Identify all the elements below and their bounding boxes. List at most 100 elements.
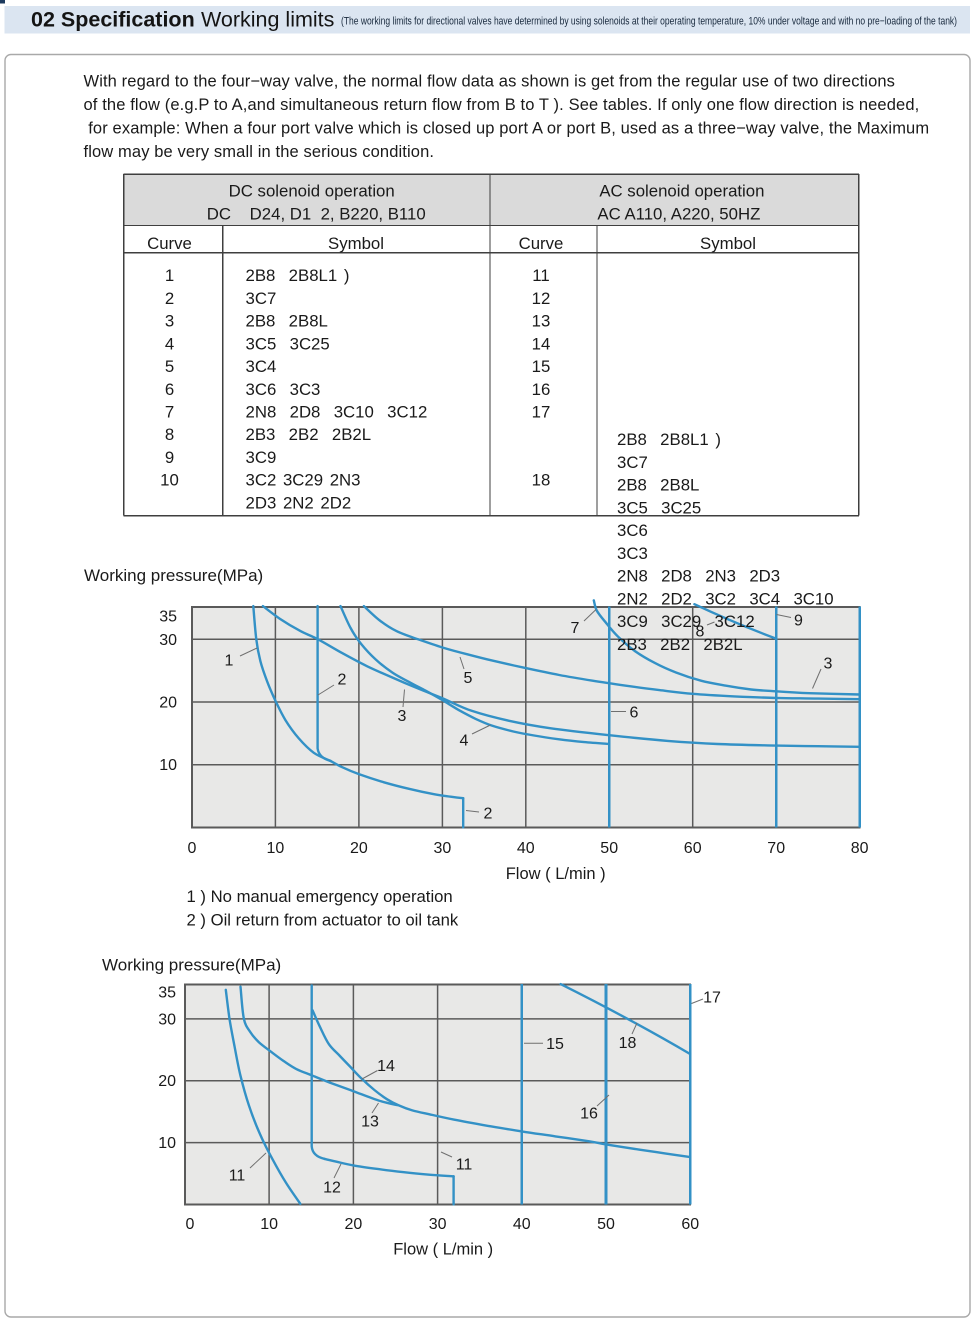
svg-text:3C6: 3C6: [617, 521, 648, 540]
svg-text:Symbol: Symbol: [328, 234, 384, 253]
svg-text:18: 18: [619, 1035, 637, 1052]
svg-text:7: 7: [571, 620, 580, 637]
svg-text:35: 35: [159, 609, 177, 626]
svg-text:Symbol: Symbol: [700, 234, 756, 253]
svg-text:35: 35: [158, 984, 176, 1001]
svg-text:18: 18: [532, 471, 551, 490]
svg-text:20: 20: [345, 1216, 363, 1233]
svg-text:30: 30: [434, 840, 452, 857]
svg-text:80: 80: [851, 840, 869, 857]
svg-text:16: 16: [580, 1106, 598, 1123]
svg-text:9: 9: [165, 448, 174, 467]
svg-text:Working pressure(MPa): Working pressure(MPa): [102, 956, 281, 975]
svg-text:2: 2: [338, 672, 347, 689]
svg-text:10: 10: [267, 840, 285, 857]
svg-text:20: 20: [350, 840, 368, 857]
svg-text:15: 15: [546, 1036, 564, 1053]
svg-text:40: 40: [517, 840, 535, 857]
svg-text:1: 1: [165, 266, 174, 285]
svg-text:3C2 3C29 2N3: 3C2 3C29 2N3: [246, 471, 361, 490]
svg-text:5: 5: [165, 357, 174, 376]
svg-text:DC D24, D1 2, B220, B110: DC D24, D1 2, B220, B110: [207, 205, 426, 224]
svg-text:12: 12: [532, 289, 551, 308]
svg-text:With regard to the four−way va: With regard to the four−way valve, the n…: [84, 73, 896, 91]
svg-text:Working pressure(MPa): Working pressure(MPa): [84, 566, 263, 585]
svg-text:Curve: Curve: [147, 234, 192, 253]
svg-text:7: 7: [165, 403, 174, 422]
svg-text:for example: When a four port: for example: When a four port valve whic…: [84, 120, 930, 138]
svg-text:10: 10: [160, 471, 179, 490]
svg-text:8: 8: [696, 624, 705, 641]
svg-text:1: 1: [225, 653, 234, 670]
svg-text:0: 0: [188, 840, 197, 857]
svg-text:3C4: 3C4: [246, 357, 277, 376]
svg-text:2 ) Oil return from actuator t: 2 ) Oil return from actuator to oil tank: [187, 911, 459, 930]
svg-text:2N2 2D2 3C2 3C4 3C10: 2N2 2D2 3C2 3C4 3C10: [617, 589, 834, 608]
svg-text:14: 14: [532, 334, 551, 353]
svg-text:2: 2: [165, 289, 174, 308]
svg-text:3C6 3C3: 3C6 3C3: [246, 380, 321, 399]
svg-text:30: 30: [158, 1011, 176, 1028]
svg-text:3C9: 3C9: [246, 448, 277, 467]
svg-text:11: 11: [532, 266, 549, 285]
svg-text:10: 10: [260, 1216, 278, 1233]
svg-text:50: 50: [600, 840, 618, 857]
svg-text:9: 9: [794, 613, 803, 630]
svg-text:3C5 3C25: 3C5 3C25: [617, 498, 701, 517]
svg-text:02 Specification: 02 Specification: [31, 8, 195, 32]
svg-text:50: 50: [597, 1216, 615, 1233]
svg-text:Flow ( L/min ): Flow ( L/min ): [506, 865, 606, 883]
svg-text:AC solenoid operation: AC solenoid operation: [599, 181, 764, 200]
svg-text:3C7: 3C7: [246, 289, 277, 308]
svg-text:2B8 2B8L1 ): 2B8 2B8L1 ): [617, 430, 721, 449]
svg-text:6: 6: [630, 705, 639, 722]
svg-text:5: 5: [464, 670, 473, 687]
svg-text:2N8 2D8 2N3 2D3: 2N8 2D8 2N3 2D3: [617, 567, 780, 586]
svg-text:30: 30: [429, 1216, 447, 1233]
svg-text:30: 30: [159, 632, 177, 649]
svg-text:2B3 2B2 2B2L: 2B3 2B2 2B2L: [617, 635, 743, 654]
svg-text:3C7: 3C7: [617, 453, 648, 472]
svg-text:Curve: Curve: [519, 234, 564, 253]
svg-text:2N8 2D8 3C10 3C12: 2N8 2D8 3C10 3C12: [246, 403, 428, 422]
svg-text:11: 11: [456, 1157, 473, 1174]
svg-text:20: 20: [158, 1073, 176, 1090]
svg-text:3: 3: [165, 312, 174, 331]
svg-text:13: 13: [361, 1114, 379, 1131]
svg-text:60: 60: [684, 840, 702, 857]
svg-text:17: 17: [532, 403, 551, 422]
svg-text:6: 6: [165, 380, 174, 399]
svg-text:3: 3: [398, 708, 407, 725]
svg-text:0: 0: [185, 1216, 194, 1233]
svg-text:flow may be very small in the: flow may be very small in the serious co…: [84, 143, 435, 161]
svg-text:3: 3: [824, 656, 833, 673]
svg-text:8: 8: [165, 425, 174, 444]
svg-text:20: 20: [159, 695, 177, 712]
svg-text:4: 4: [460, 733, 469, 750]
svg-text:2B8 2B8L: 2B8 2B8L: [246, 312, 328, 331]
svg-text:11: 11: [229, 1168, 246, 1185]
svg-text:70: 70: [767, 840, 785, 857]
svg-text:10: 10: [159, 757, 177, 774]
svg-text:2B8 2B8L: 2B8 2B8L: [617, 476, 699, 495]
svg-text:1 ) No manual emergency operat: 1 ) No manual emergency operation: [187, 887, 453, 906]
svg-text:14: 14: [377, 1058, 395, 1075]
svg-text:2D3 2N2 2D2: 2D3 2N2 2D2: [246, 493, 352, 512]
svg-text:17: 17: [703, 990, 721, 1007]
svg-text:Working limits: Working limits: [201, 8, 334, 32]
svg-text:15: 15: [532, 357, 551, 376]
svg-text:13: 13: [532, 312, 551, 331]
svg-text:4: 4: [165, 334, 174, 353]
svg-text:3C5 3C25: 3C5 3C25: [246, 334, 330, 353]
svg-text:3C3: 3C3: [617, 544, 648, 563]
svg-text:(The working limits for direct: (The working limits for directional valv…: [341, 16, 957, 28]
svg-text:10: 10: [158, 1135, 176, 1152]
svg-text:60: 60: [681, 1216, 699, 1233]
svg-text:DC solenoid operation: DC solenoid operation: [229, 181, 395, 200]
svg-text:12: 12: [323, 1180, 341, 1197]
svg-text:16: 16: [532, 380, 551, 399]
svg-text:40: 40: [513, 1216, 531, 1233]
svg-text:2: 2: [484, 806, 493, 823]
svg-text:3C9 3C29 3C12: 3C9 3C29 3C12: [617, 612, 755, 631]
svg-text:of the flow (e.g.P to A,and si: of the flow (e.g.P to A,and simultaneous…: [84, 96, 920, 114]
